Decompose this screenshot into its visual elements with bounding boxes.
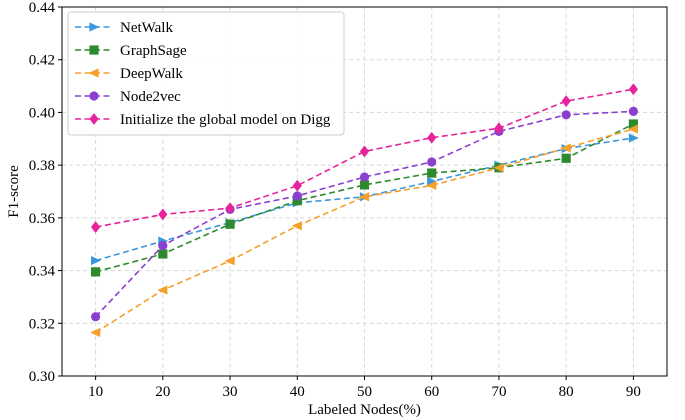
- data-point-graphsage: [628, 119, 638, 129]
- data-point-node2vec: [158, 240, 168, 251]
- data-point-graphsage: [427, 168, 437, 178]
- data-point-node2vec: [292, 191, 302, 201]
- legend-swatch-marker: [89, 113, 99, 125]
- data-point-initialize-the-global-model-on-digg: [158, 208, 168, 221]
- x-tick-label: 20: [155, 384, 170, 400]
- data-point-node2vec: [561, 110, 571, 120]
- y-tick-label: 0.42: [29, 53, 55, 69]
- x-tick-label: 30: [223, 384, 238, 400]
- legend-box: [67, 11, 345, 136]
- data-point-initialize-the-global-model-on-digg: [561, 95, 571, 107]
- x-tick-label: 10: [88, 384, 103, 400]
- data-point-initialize-the-global-model-on-digg: [292, 179, 302, 192]
- legend-label: DeepWalk: [120, 66, 183, 82]
- legend-item-initialize-the-global-model-on-digg: Initialize the global model on Digg: [75, 112, 331, 128]
- legend-label: Initialize the global model on Digg: [120, 112, 331, 128]
- data-point-initialize-the-global-model-on-digg: [359, 145, 370, 158]
- data-point-deepwalk: [627, 124, 638, 134]
- data-point-netwalk: [628, 133, 639, 143]
- data-point-graphsage: [561, 153, 571, 163]
- series-line-deepwalk: [95, 128, 634, 334]
- data-point-deepwalk: [90, 327, 101, 338]
- legend-item-netwalk: NetWalk: [75, 20, 173, 36]
- data-point-graphsage: [158, 249, 168, 259]
- data-point-initialize-the-global-model-on-digg: [628, 83, 638, 96]
- ticks: 0.30 0.32 0.34 0.36 0.38 0.40 0.42 0.44 10 20 30 40…: [29, 0, 641, 400]
- data-point-node2vec: [91, 312, 101, 322]
- data-point-initialize-the-global-model-on-digg: [91, 221, 101, 233]
- y-tick-label: 0.40: [29, 105, 55, 121]
- x-tick-label: 90: [626, 384, 641, 400]
- x-tick-label: 60: [424, 384, 439, 400]
- x-tick-label: 70: [491, 384, 506, 400]
- data-point-deepwalk: [493, 163, 504, 173]
- legend-swatch-marker: [89, 22, 100, 32]
- legend-item-deepwalk: DeepWalk: [75, 66, 183, 82]
- legend-label: GraphSage: [120, 43, 187, 59]
- data-point-deepwalk: [560, 143, 571, 153]
- data-point-deepwalk: [359, 192, 370, 202]
- series-initialize-the-global-model-on-digg: [91, 83, 638, 233]
- data-point-graphsage: [91, 267, 101, 277]
- x-tick-label: 50: [357, 384, 372, 400]
- data-point-node2vec: [359, 172, 370, 182]
- data-point-netwalk: [427, 176, 438, 187]
- y-axis-title: F1-score: [6, 165, 22, 218]
- data-point-netwalk: [91, 255, 102, 266]
- x-tick-label: 80: [559, 384, 574, 400]
- legend-item-graphsage: GraphSage: [75, 43, 187, 59]
- data-point-deepwalk: [291, 221, 302, 231]
- series-layer: [90, 83, 639, 338]
- data-point-graphsage: [225, 219, 235, 229]
- legend-swatch-marker: [88, 68, 99, 78]
- data-point-deepwalk: [157, 285, 168, 295]
- data-point-node2vec: [427, 157, 437, 167]
- data-point-initialize-the-global-model-on-digg: [225, 202, 235, 215]
- y-tick-label: 0.34: [29, 264, 56, 280]
- data-point-deepwalk: [426, 180, 437, 191]
- x-axis-title: Labeled Nodes(%): [308, 402, 421, 418]
- legend: NetWalk GraphSage DeepWalk Node2vec Initiali…: [67, 11, 345, 136]
- data-point-initialize-the-global-model-on-digg: [494, 122, 504, 135]
- data-point-initialize-the-global-model-on-digg: [427, 131, 437, 144]
- y-tick-label: 0.30: [29, 369, 55, 385]
- y-tick-label: 0.36: [29, 211, 56, 227]
- legend-label: NetWalk: [120, 20, 173, 36]
- data-point-deepwalk: [224, 256, 235, 266]
- y-tick-label: 0.44: [29, 0, 56, 16]
- legend-label: Node2vec: [120, 89, 181, 105]
- legend-swatch-marker: [89, 45, 99, 55]
- y-tick-label: 0.38: [29, 158, 55, 174]
- data-point-graphsage: [359, 180, 370, 190]
- series-line-initialize-the-global-model-on-digg: [95, 88, 634, 228]
- y-tick-label: 0.32: [29, 316, 55, 332]
- data-point-graphsage: [292, 196, 302, 206]
- x-tick-label: 40: [290, 384, 305, 400]
- data-point-node2vec: [628, 106, 638, 116]
- legend-swatch-marker: [89, 91, 99, 101]
- series-deepwalk: [90, 124, 638, 338]
- legend-item-node2vec: Node2vec: [75, 89, 181, 105]
